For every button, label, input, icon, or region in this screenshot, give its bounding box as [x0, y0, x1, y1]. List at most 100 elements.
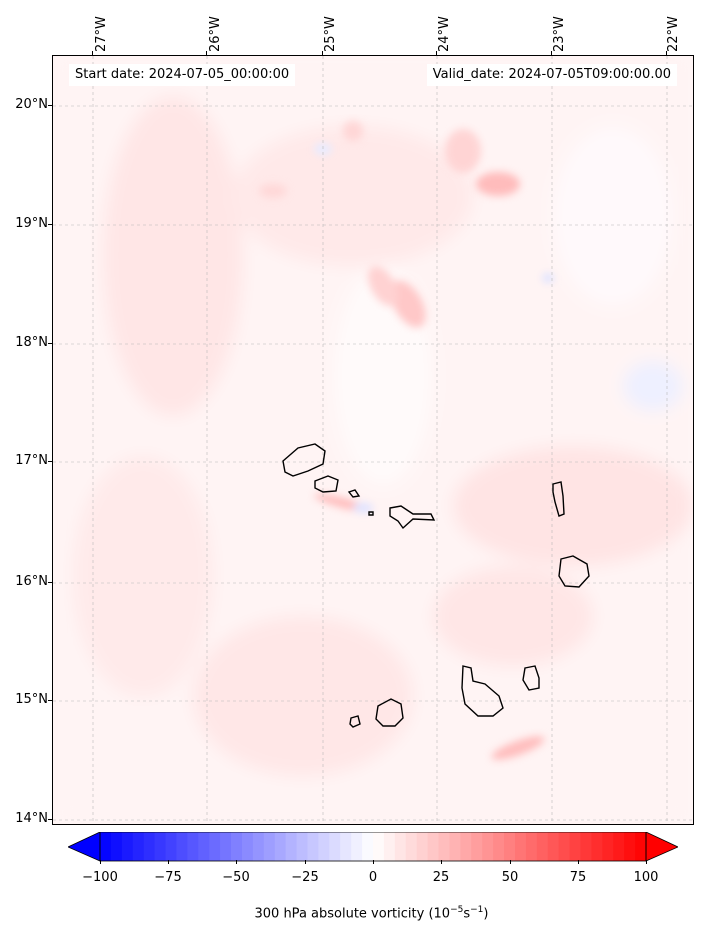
- colorbar-tick: [168, 860, 169, 864]
- island-santiago: [461, 665, 504, 717]
- colorbar-cell: [100, 832, 112, 861]
- coastlines: [282, 443, 590, 728]
- graticule: [53, 56, 693, 824]
- colorbar-cell: [493, 832, 505, 861]
- colorbar-label: 100: [633, 870, 659, 885]
- colorbar-title-end: ): [483, 906, 489, 922]
- colorbar-cell: [558, 832, 571, 861]
- island-ilheu: [368, 511, 374, 516]
- start-date-label: Start date: 2024-07-05_00:00:00: [69, 64, 296, 86]
- lat-label-14n: 14°N: [15, 811, 48, 826]
- lat-label-19n: 19°N: [15, 216, 48, 231]
- colorbar-tick: [373, 860, 374, 864]
- colorbar-cell: [394, 832, 407, 861]
- colorbar-cell: [176, 832, 188, 861]
- colorbar-tick: [441, 860, 442, 864]
- colorbar-cell: [285, 832, 298, 861]
- lon-label-23w: 23°W: [552, 16, 567, 52]
- lat-tick: [48, 105, 52, 106]
- colorbar-cell: [252, 832, 265, 861]
- colorbar-cell: [110, 832, 123, 861]
- colorbar-cell: [525, 832, 538, 861]
- island-boa-vista: [558, 555, 590, 588]
- lat-label-18n: 18°N: [15, 335, 48, 350]
- colorbar-cell: [318, 832, 330, 861]
- colorbar-cell: [373, 832, 385, 861]
- lon-label-27w: 27°W: [94, 16, 109, 52]
- colorbar-cell: [351, 832, 363, 861]
- colorbar-cell: [536, 832, 549, 861]
- colorbar-tick: [305, 860, 306, 864]
- colorbar-label: 75: [569, 870, 587, 885]
- island-santa-luzia: [347, 489, 361, 498]
- colorbar-tick: [578, 860, 579, 864]
- colorbar-cell: [154, 832, 167, 861]
- colorbar-cell: [132, 832, 145, 861]
- vorticity-shading: [53, 56, 693, 824]
- lon-tick: [436, 51, 437, 55]
- lon-label-25w: 25°W: [323, 16, 338, 52]
- colorbar-cell: [449, 832, 461, 861]
- island-maio: [522, 665, 540, 691]
- lon-tick: [206, 51, 207, 55]
- colorbar-cell: [471, 832, 483, 861]
- lon-tick: [551, 51, 552, 55]
- lat-label-17n: 17°N: [15, 453, 48, 468]
- colorbar-tick: [236, 860, 237, 864]
- colorbar-cell: [143, 832, 156, 861]
- map-plot-area: Start date: 2024-07-05_00:00:00 Valid_da…: [52, 55, 694, 825]
- vorticity-field: [53, 56, 693, 824]
- colorbar-label: −50: [222, 870, 250, 885]
- lon-label-26w: 26°W: [208, 16, 223, 52]
- colorbar-title-text: 300 hPa absolute vorticity (10: [254, 906, 451, 922]
- colorbar-cell: [482, 832, 494, 861]
- island-sao-nicolau: [389, 505, 436, 530]
- colorbar-cell: [362, 832, 374, 861]
- colorbar-cell: [591, 832, 603, 861]
- colorbar-cell: [635, 832, 647, 861]
- lat-tick: [48, 224, 52, 225]
- island-brava: [349, 715, 361, 728]
- colorbar-cell: [427, 832, 440, 861]
- colorbar-cell: [416, 832, 429, 861]
- colorbar-cell: [580, 832, 592, 861]
- lon-tick: [322, 51, 323, 55]
- lat-tick: [48, 582, 52, 583]
- valid-date-label: Valid_date: 2024-07-05T09:00:00.00: [426, 64, 677, 86]
- colorbar-cell: [329, 832, 341, 861]
- colorbar-cell: [198, 832, 210, 861]
- colorbar-extend-max: [645, 832, 678, 862]
- colorbar-cell: [547, 832, 560, 861]
- colorbar-label: −75: [154, 870, 182, 885]
- colorbar-cell: [209, 832, 221, 861]
- colorbar-cell: [220, 832, 232, 861]
- colorbar-cell: [624, 832, 636, 861]
- colorbar: [68, 832, 678, 862]
- colorbar-tick: [100, 860, 101, 864]
- colorbar-cell: [569, 832, 582, 861]
- colorbar-title-exp1: −5: [450, 905, 464, 915]
- lat-label-16n: 16°N: [15, 574, 48, 589]
- colorbar-cell: [263, 832, 276, 861]
- colorbar-cell: [613, 832, 625, 861]
- lon-label-22w: 22°W: [666, 16, 681, 52]
- colorbar-title-exp2: −1: [470, 905, 484, 915]
- colorbar-tick: [510, 860, 511, 864]
- colorbar-label: −100: [82, 870, 118, 885]
- colorbar-cell: [296, 832, 309, 861]
- lon-tick: [666, 51, 667, 55]
- colorbar-label: 25: [432, 870, 450, 885]
- vorticity-maxima: [259, 121, 554, 760]
- colorbar-cell: [602, 832, 614, 861]
- colorbar-title: 300 hPa absolute vorticity (10−5s−1): [0, 905, 703, 921]
- colorbar-cell: [340, 832, 352, 861]
- colorbar-cell: [383, 832, 396, 861]
- colorbar-cell: [231, 832, 243, 861]
- colorbar-label: 50: [501, 870, 519, 885]
- colorbar-tick: [646, 860, 647, 864]
- colorbar-cell: [274, 832, 287, 861]
- colorbar-label: −25: [291, 870, 319, 885]
- lat-tick: [48, 819, 52, 820]
- lat-tick: [48, 461, 52, 462]
- colorbar-extend-min: [68, 832, 101, 862]
